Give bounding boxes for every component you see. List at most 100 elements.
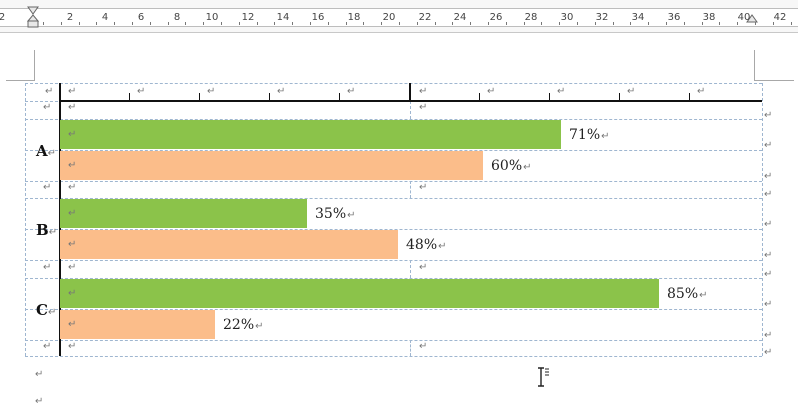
cell-end-mark: ↵	[627, 86, 636, 97]
ruler-tick	[132, 22, 133, 25]
bar-c-series-1[interactable]	[60, 279, 659, 308]
bar-c-series-2[interactable]	[60, 310, 215, 339]
ruler-number: 16	[311, 12, 325, 23]
ruler-tick	[292, 22, 293, 25]
chart-scale-tick	[479, 93, 480, 101]
ruler-tick	[452, 22, 453, 25]
category-label-b: B↵	[36, 221, 58, 239]
table-gridline	[25, 356, 762, 357]
ruler-tick	[328, 22, 329, 25]
page-corner-top-right-base	[754, 80, 794, 81]
ruler-tick	[755, 22, 756, 25]
ruler-tick	[435, 22, 436, 25]
cell-end-mark: ↵	[347, 86, 356, 97]
row-end-mark: ↵	[764, 110, 773, 121]
table-gridline	[410, 260, 411, 278]
cell-end-mark: ↵	[419, 102, 428, 113]
paragraph-mark: ↵	[35, 396, 44, 407]
ruler-scale	[0, 8, 798, 27]
ruler-number: 6	[137, 12, 145, 23]
ruler-number: 26	[489, 12, 503, 23]
chart-scale-tick	[129, 93, 130, 101]
row-end-mark: ↵	[764, 140, 773, 151]
row-end-mark: ↵	[764, 189, 773, 200]
cell-end-mark: ↵	[68, 208, 77, 219]
ruler-tick	[630, 22, 631, 25]
chart-scale-tick	[549, 93, 550, 101]
ruler-tick	[185, 22, 186, 25]
row-end-mark: ↵	[764, 219, 773, 230]
ruler-tick	[648, 22, 649, 25]
ruler-number: 18	[347, 12, 361, 23]
ruler-number: 34	[631, 12, 645, 23]
bar-b-series-1[interactable]	[60, 199, 307, 228]
cell-end-mark: ↵	[419, 182, 428, 193]
ruler-tick	[257, 22, 258, 25]
table-gridline	[25, 229, 762, 230]
cell-end-mark: ↵	[68, 160, 77, 171]
page-corner-top-left-base	[6, 80, 35, 81]
data-label: 22%↵	[223, 317, 264, 333]
cell-end-mark: ↵	[68, 182, 77, 193]
ruler-tick	[96, 22, 97, 25]
horizontal-ruler[interactable]: 2 2 4 6 8 10 12 14 16 18 20 22 24 26 28 30 32 34 36 38 40 42	[0, 0, 798, 33]
paragraph-mark: ↵	[35, 369, 44, 380]
cell-end-mark: ↵	[68, 86, 77, 97]
table-gridline	[25, 278, 762, 279]
ruler-tick	[737, 22, 738, 25]
chart-scale-tick	[269, 93, 270, 101]
ruler-tick	[559, 22, 560, 25]
ruler-number: 12	[241, 12, 255, 23]
ruler-number: 32	[595, 12, 609, 23]
table-gridline	[25, 260, 762, 261]
cell-end-mark: ↵	[43, 182, 52, 193]
table-gridline	[25, 150, 762, 151]
row-end-mark: ↵	[764, 330, 773, 341]
table-gridline	[25, 181, 762, 182]
data-label: 48%↵	[406, 237, 447, 253]
ruler-tick	[79, 22, 80, 25]
ruler-number: 42	[773, 12, 787, 23]
text-cursor-icon	[538, 367, 549, 387]
data-label: 60%↵	[491, 158, 532, 174]
ruler-tick	[702, 22, 703, 25]
ruler-tick	[719, 22, 720, 25]
category-label-a: A↵	[36, 142, 57, 160]
cell-end-mark: ↵	[557, 86, 566, 97]
cell-end-mark: ↵	[68, 341, 77, 352]
cell-end-mark: ↵	[419, 341, 428, 352]
cell-end-mark: ↵	[697, 86, 706, 97]
ruler-tick	[488, 22, 489, 25]
ruler-number: 28	[524, 12, 538, 23]
ruler-number: 40	[737, 12, 751, 23]
bar-b-series-2[interactable]	[60, 230, 398, 259]
chart-scale-tick	[199, 93, 200, 101]
row-end-mark: ↵	[764, 347, 773, 358]
first-line-indent-marker[interactable]	[27, 6, 39, 28]
ruler-tick	[773, 22, 774, 25]
cell-end-mark: ↵	[68, 129, 77, 140]
table-gridline	[410, 181, 411, 198]
ruler-tick	[114, 22, 115, 25]
ruler-tick	[61, 22, 62, 25]
ruler-tick	[168, 22, 169, 25]
row-end-mark: ↵	[764, 250, 773, 261]
ruler-number: 10	[205, 12, 219, 23]
data-label: 71%↵	[569, 127, 610, 143]
table-gridline	[25, 340, 762, 341]
ruler-tick	[221, 22, 222, 25]
ruler-number: 24	[453, 12, 467, 23]
ruler-number: 20	[382, 12, 396, 23]
cell-end-mark: ↵	[137, 86, 146, 97]
ruler-tick	[150, 22, 151, 25]
bar-a-series-2[interactable]	[60, 151, 483, 180]
cell-end-mark: ↵	[43, 341, 52, 352]
table-gridline	[410, 340, 411, 356]
ruler-tick	[470, 22, 471, 25]
row-end-mark: ↵	[764, 269, 773, 280]
cell-end-mark: ↵	[68, 102, 77, 113]
row-end-mark: ↵	[764, 171, 773, 182]
table-gridline	[25, 83, 762, 84]
bar-a-series-1[interactable]	[60, 120, 561, 149]
right-indent-marker[interactable]	[746, 6, 758, 28]
